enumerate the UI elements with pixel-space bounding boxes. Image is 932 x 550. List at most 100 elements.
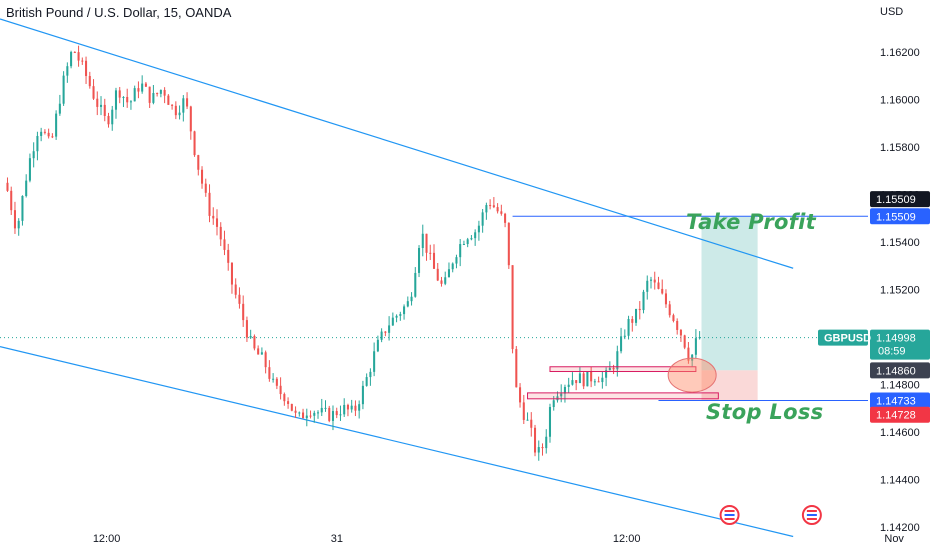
y-tick-label: 1.14800	[880, 380, 920, 392]
candle-body	[548, 407, 552, 437]
candle-body	[526, 419, 529, 421]
candle-body	[103, 104, 106, 116]
candle-body	[343, 404, 346, 415]
candle-body	[193, 131, 196, 156]
tp-price-badge	[870, 208, 930, 225]
candle-body	[511, 265, 514, 350]
entry-zone-box[interactable]	[549, 366, 697, 373]
candle-body	[519, 387, 522, 403]
candle-body	[152, 93, 155, 103]
candle-body	[156, 93, 159, 95]
candle-body	[361, 385, 364, 405]
flag-stripe	[724, 518, 735, 520]
candle-body	[264, 352, 267, 368]
symbol-tag-text: GBPUSD	[824, 333, 871, 345]
candle-body	[470, 238, 473, 240]
candle-body	[290, 403, 293, 411]
candle-body	[305, 415, 308, 419]
candle-body	[515, 349, 518, 388]
candle-body	[350, 405, 353, 410]
tp-dark-badge-text: 1.15509	[876, 194, 916, 206]
candle-body	[620, 336, 623, 352]
candle-body	[238, 294, 241, 304]
candle-body	[649, 279, 653, 281]
candle-body	[492, 205, 495, 208]
candle-body	[582, 373, 585, 387]
candle-body	[676, 320, 679, 330]
candle-body	[578, 373, 581, 384]
candle-body	[328, 407, 331, 421]
currency-label: USD	[880, 6, 904, 18]
candle-body	[541, 447, 544, 449]
candle-body	[320, 407, 323, 413]
candle-body	[694, 338, 697, 355]
y-tick-label: 1.14600	[880, 427, 920, 439]
candle-body	[302, 412, 305, 419]
candle-body	[249, 336, 252, 338]
candle-body	[335, 411, 338, 416]
current-price-badge	[870, 329, 930, 360]
candle-body	[197, 155, 200, 170]
candle-body	[129, 101, 132, 103]
candle-body	[99, 104, 103, 107]
y-tick-label: 1.16200	[880, 47, 920, 59]
candle-body	[369, 371, 372, 378]
candle-body	[414, 272, 417, 297]
candle-body	[73, 52, 76, 54]
candle-body	[96, 98, 99, 107]
candle-body	[403, 306, 406, 315]
candle-body	[85, 60, 88, 77]
candle-body	[234, 284, 237, 295]
sl-price-badge-text: 1.14733	[876, 395, 916, 407]
entry-price-badge-text: 1.14860	[876, 365, 916, 377]
candle-body	[148, 86, 151, 103]
current-price-text: 1.14998	[876, 333, 916, 345]
y-tick-label: 1.16000	[880, 95, 920, 107]
candle-body	[66, 66, 69, 76]
candle-body	[178, 112, 181, 116]
candle-body	[504, 213, 507, 223]
candle-body	[507, 222, 510, 266]
candle-body	[425, 233, 428, 253]
candle-body	[219, 226, 222, 240]
candle-body	[537, 447, 540, 453]
candle-body	[287, 401, 290, 404]
y-tick-label: 1.14200	[880, 522, 920, 534]
candle-body	[245, 320, 248, 338]
candle-body	[447, 269, 450, 278]
candle-body	[571, 380, 574, 385]
candle-body	[77, 52, 80, 61]
candle-body	[533, 427, 537, 453]
candle-body	[10, 190, 13, 211]
candle-body	[590, 371, 593, 382]
entry-price-badge	[870, 362, 930, 379]
candle-body	[672, 315, 675, 321]
flag-stripe	[806, 518, 817, 520]
countdown-timer-text: 08:59	[878, 346, 906, 358]
candle-body	[36, 135, 39, 152]
candle-body	[395, 315, 398, 318]
candle-body	[429, 252, 432, 254]
candle-body	[560, 393, 563, 397]
candle-body	[440, 280, 443, 284]
candle-body	[313, 412, 316, 416]
candle-body	[55, 113, 58, 137]
candle-body	[279, 385, 282, 395]
trend-channel-lower[interactable]	[0, 346, 794, 538]
symbol-tag[interactable]	[818, 329, 868, 346]
stop-marker-badge	[870, 406, 930, 423]
candle-body	[418, 247, 421, 273]
flag-stripe	[724, 514, 735, 516]
candle-body	[215, 218, 219, 227]
stop-marker-badge-text: 1.14728	[876, 410, 916, 422]
candle-body	[455, 257, 458, 264]
support-zone-box[interactable]	[527, 392, 719, 400]
candle-body	[567, 384, 570, 387]
candle-body	[298, 412, 301, 414]
candle-body	[608, 367, 611, 371]
candle-body	[601, 377, 604, 383]
trend-channel-upper[interactable]	[0, 18, 794, 269]
candle-body	[635, 308, 638, 323]
